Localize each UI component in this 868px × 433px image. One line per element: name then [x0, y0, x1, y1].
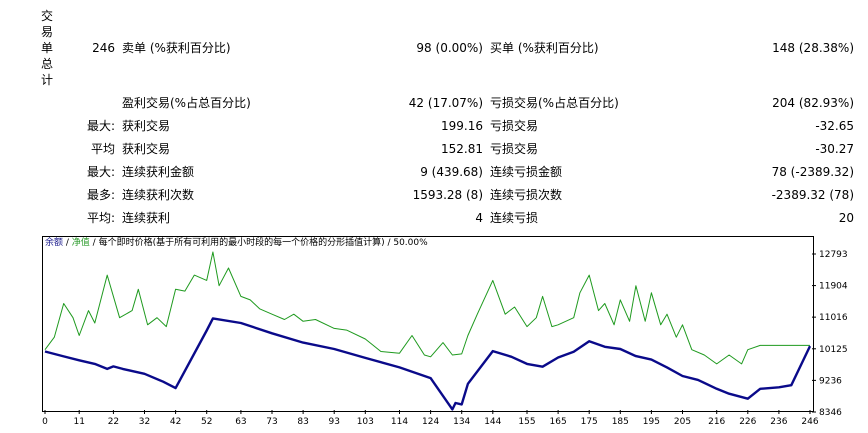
stat-label: 连续亏损次数 — [490, 188, 563, 202]
stat-prefix: 最多: — [86, 188, 115, 202]
y-tick-label: 12793 — [819, 250, 848, 260]
side-char: 总 — [40, 57, 53, 71]
x-tick-label: 195 — [643, 417, 660, 427]
stat-prefix: 246 — [92, 41, 115, 55]
legend-separator: / — [89, 238, 99, 248]
x-tick-label: 226 — [739, 417, 756, 427]
x-tick-label: 103 — [357, 417, 374, 427]
y-tick-label: 10125 — [819, 345, 848, 355]
x-tick-label: 175 — [581, 417, 598, 427]
stat-value: 152.81 — [441, 142, 483, 156]
x-tick-label: 205 — [674, 417, 691, 427]
stat-label: 亏损交易 — [490, 119, 539, 133]
x-tick-label: 83 — [297, 417, 308, 427]
x-tick-label: 155 — [518, 417, 535, 427]
x-tick-label: 52 — [201, 417, 212, 427]
stat-label: 获利交易 — [122, 119, 171, 133]
x-tick-label: 236 — [770, 417, 787, 427]
side-char: 交 — [40, 9, 53, 23]
x-tick-label: 0 — [42, 417, 48, 427]
stat-value: 78 (-2389.32) — [771, 165, 854, 179]
stat-prefix: 平均: — [86, 211, 115, 225]
stat-value: -30.27 — [815, 142, 854, 156]
stat-label: 卖单 (%获利百分比) — [122, 41, 231, 55]
balance-equity-chart — [42, 236, 814, 412]
stat-value: 199.16 — [441, 119, 483, 133]
stat-value: 42 (17.07%) — [408, 96, 483, 110]
x-tick-label: 22 — [108, 417, 119, 427]
stat-value: 9 (439.68) — [420, 165, 483, 179]
stat-prefix: 最大: — [86, 119, 115, 133]
legend-separator: / — [63, 238, 72, 248]
trade-stats-table: 246 卖单 (%获利百分比) 98 (0.00%) 买单 (%获利百分比) 1… — [86, 41, 854, 225]
stat-label: 获利交易 — [122, 142, 171, 156]
side-char: 计 — [40, 73, 53, 87]
stat-value: 4 — [475, 211, 483, 225]
x-tick-label: 165 — [550, 417, 567, 427]
x-tick-label: 216 — [708, 417, 725, 427]
stat-label: 亏损交易(%占总百分比) — [490, 96, 619, 110]
x-tick-label: 144 — [484, 417, 501, 427]
stat-label: 盈利交易(%占总百分比) — [122, 96, 251, 110]
stat-label: 连续获利次数 — [122, 188, 195, 202]
stat-value: -32.65 — [815, 119, 854, 133]
summary-vertical-label: 交 易 单 总 计 — [40, 8, 54, 88]
x-tick-label: 114 — [391, 417, 408, 427]
x-tick-label: 93 — [328, 417, 339, 427]
x-tick-label: 124 — [422, 417, 439, 427]
balance-line — [44, 317, 812, 411]
legend-description: 每个即时价格(基于所有可利用的最小时段的每一个价格的分形插值计算) / 50.0… — [98, 238, 428, 248]
chart-legend: 余额 / 净值 / 每个即时价格(基于所有可利用的最小时段的每一个价格的分形插值… — [45, 238, 428, 248]
y-tick-label: 8346 — [819, 408, 842, 418]
x-tick-label: 185 — [612, 417, 629, 427]
stat-value: 148 (28.38%) — [772, 41, 854, 55]
stat-value: 20 — [838, 211, 854, 225]
x-tick-label: 73 — [266, 417, 277, 427]
stat-value: 1593.28 (8) — [412, 188, 483, 202]
stat-label: 连续获利金额 — [122, 165, 195, 179]
x-tick-label: 32 — [139, 417, 150, 427]
stat-label: 连续亏损金额 — [490, 165, 563, 179]
stat-label: 亏损交易 — [490, 142, 539, 156]
stat-label: 连续亏损 — [490, 211, 539, 225]
side-char: 易 — [40, 25, 53, 39]
y-tick-label: 11016 — [819, 313, 848, 323]
legend-equity: 净值 — [71, 238, 90, 248]
side-char: 单 — [40, 41, 53, 55]
y-tick-label: 9236 — [819, 376, 842, 386]
equity-line — [44, 251, 810, 365]
x-tick-label: 134 — [453, 417, 470, 427]
stat-value: 204 (82.93%) — [772, 96, 854, 110]
stat-prefix: 平均 — [90, 142, 115, 156]
x-tick-label: 11 — [73, 417, 84, 427]
stat-prefix: 最大: — [86, 165, 115, 179]
stat-value: 98 (0.00%) — [416, 41, 483, 55]
y-tick-label: 11904 — [819, 282, 848, 292]
x-tick-label: 42 — [170, 417, 181, 427]
stat-label: 连续获利 — [122, 211, 171, 225]
x-tick-label: 63 — [235, 417, 246, 427]
stat-value: -2389.32 (78) — [771, 188, 854, 202]
x-tick-label: 246 — [801, 417, 818, 427]
legend-balance: 余额 — [45, 238, 64, 248]
stat-label: 买单 (%获利百分比) — [490, 41, 599, 55]
